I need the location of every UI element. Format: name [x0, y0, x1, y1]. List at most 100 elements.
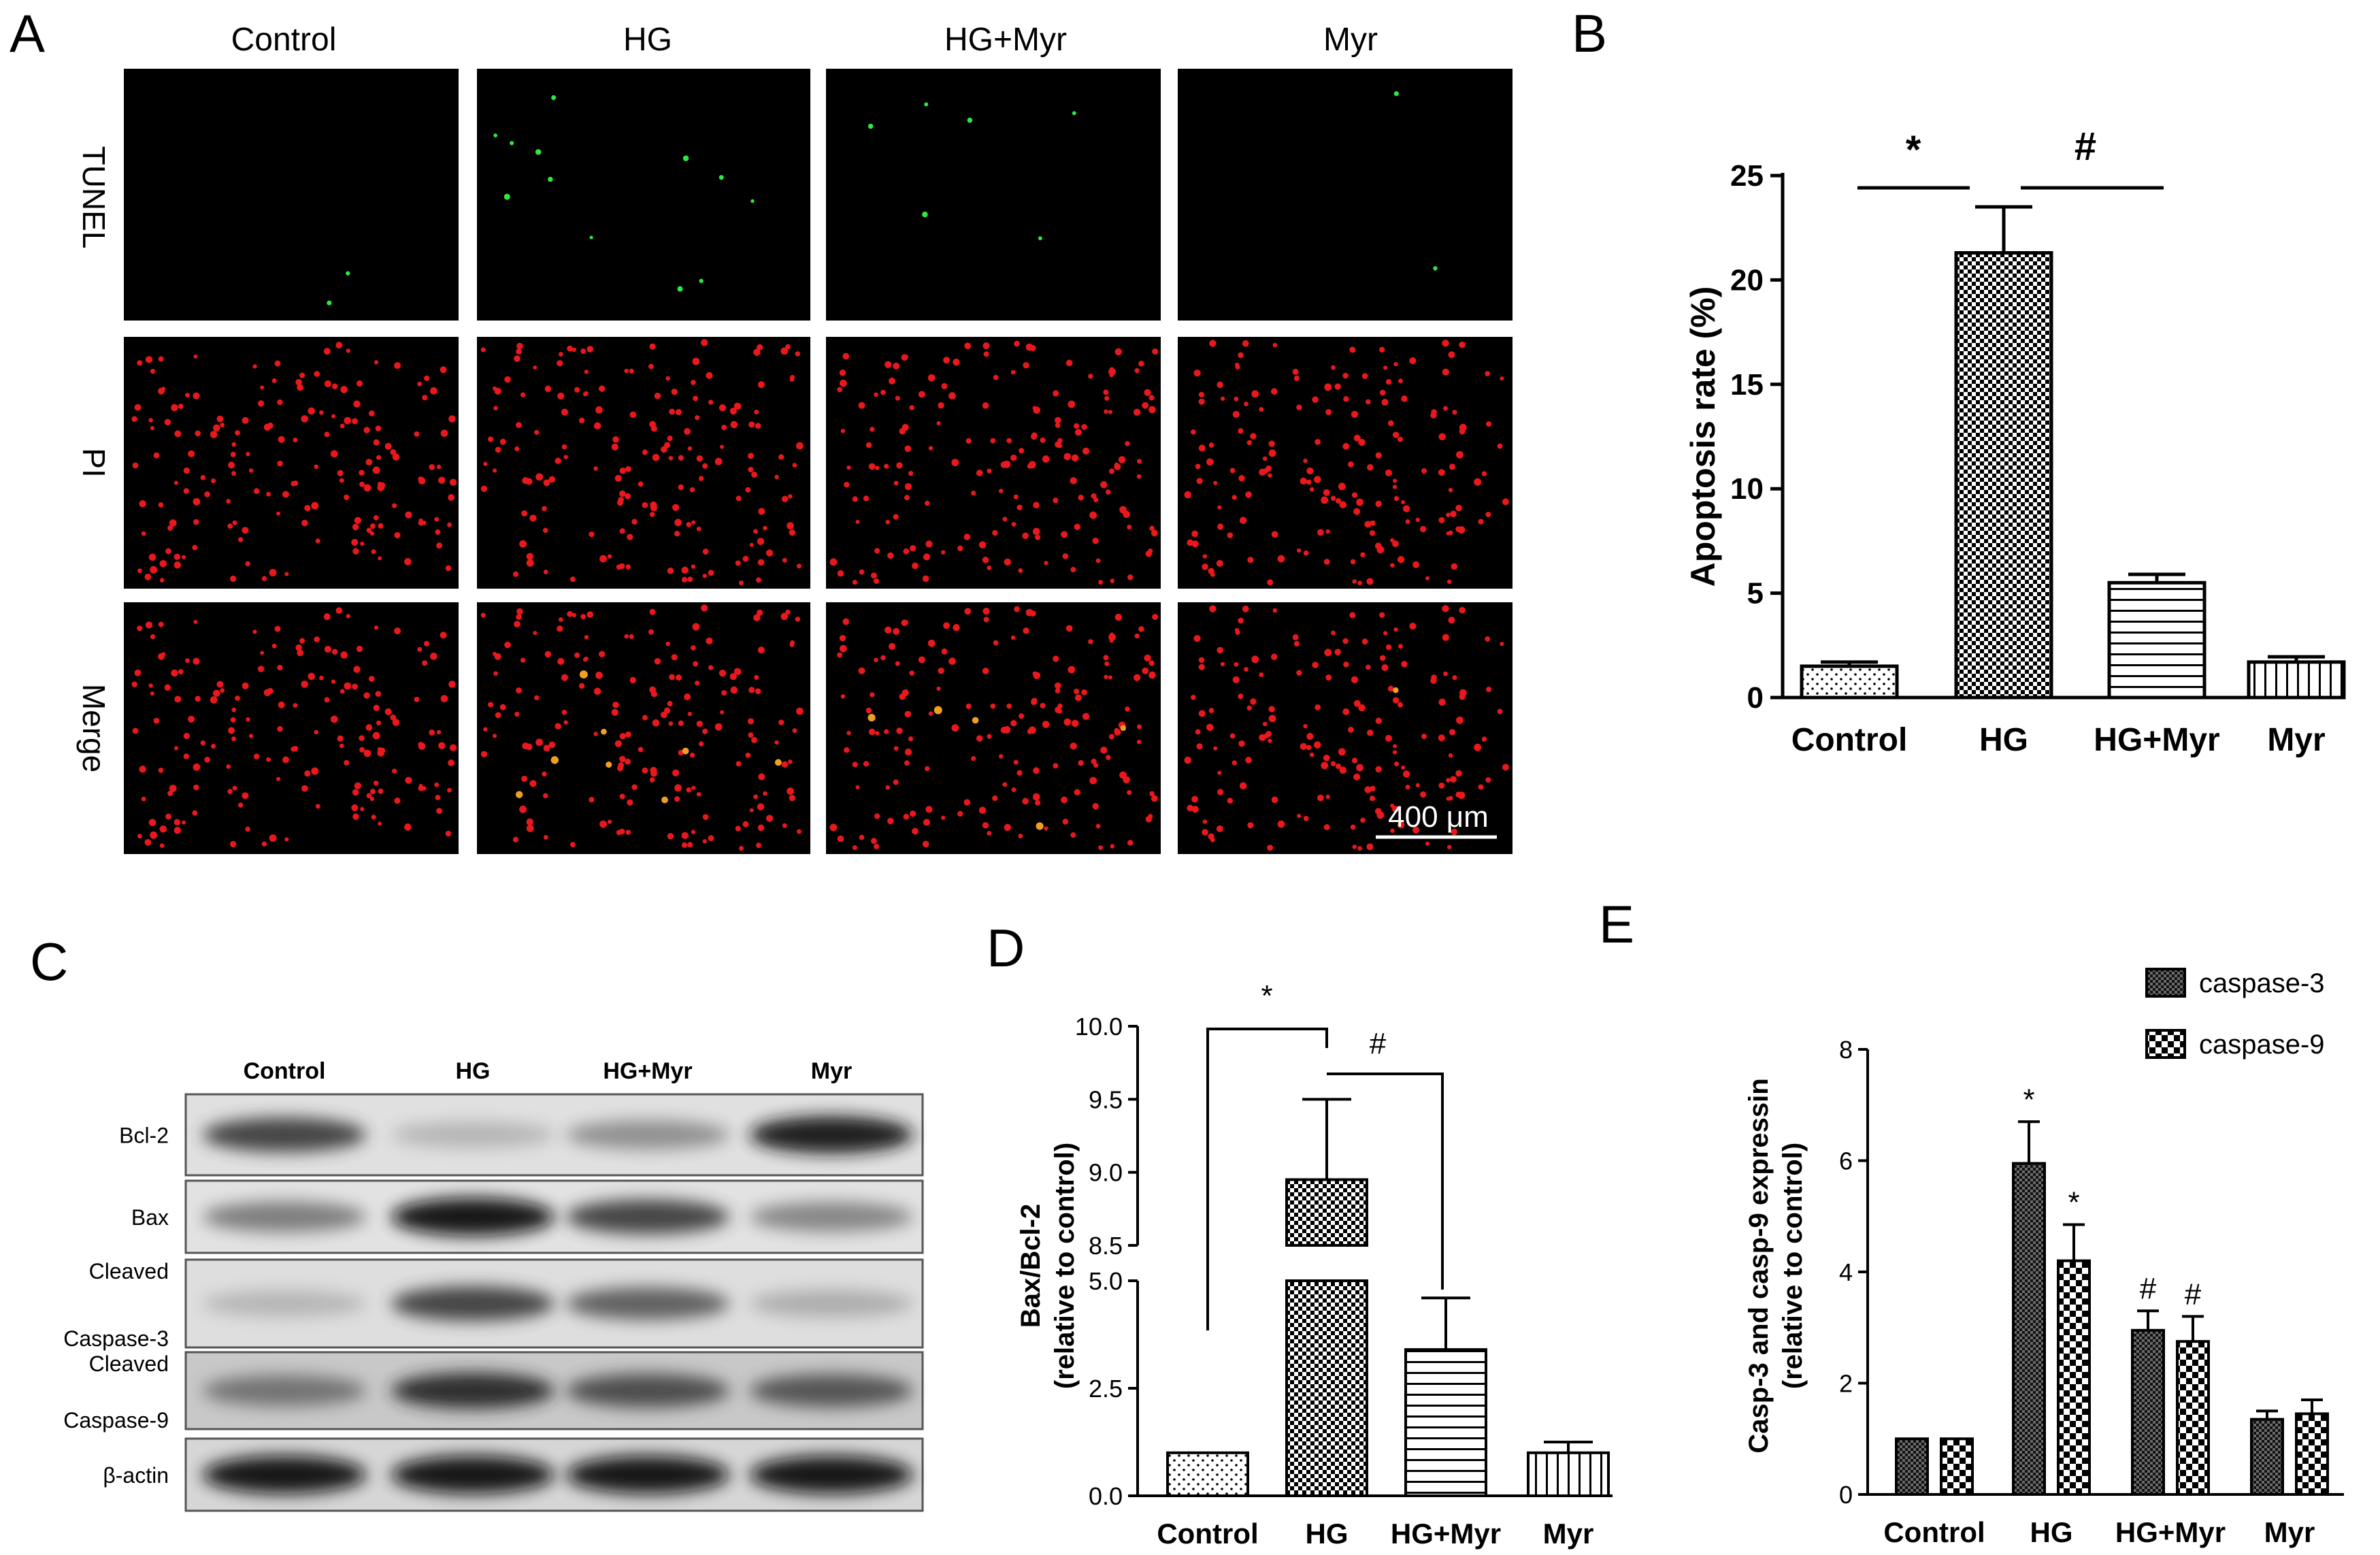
pi-dot	[669, 674, 675, 681]
pi-dot	[173, 553, 181, 560]
pi-dot	[765, 549, 774, 557]
pi-dot	[1272, 608, 1278, 613]
pi-dot	[1010, 720, 1017, 727]
pi-dot	[1375, 452, 1382, 459]
tunel-dot	[535, 149, 542, 155]
pi-dot	[181, 555, 186, 559]
pi-dot	[619, 490, 626, 497]
y-tick-label: 10	[1730, 472, 1764, 506]
pi-dot	[1073, 423, 1080, 429]
pi-dot	[430, 653, 437, 660]
pi-dot	[1457, 791, 1466, 800]
pi-dot	[963, 799, 971, 806]
pi-dot	[1006, 703, 1012, 709]
pi-dot	[840, 429, 846, 433]
pi-dot	[204, 491, 210, 497]
pi-dot	[693, 661, 699, 667]
pi-dot	[165, 813, 171, 820]
bar	[2295, 1412, 2329, 1496]
pi-dot	[837, 652, 843, 658]
pi-dot	[858, 402, 865, 409]
pi-dot	[695, 415, 700, 421]
pi-dot	[1125, 441, 1130, 446]
pi-dot	[1342, 372, 1349, 379]
pi-dot	[1481, 471, 1487, 476]
x-tick-label: Control	[1157, 1518, 1258, 1550]
pi-dot	[1033, 767, 1040, 774]
pi-dot	[1011, 787, 1017, 792]
pi-dot	[1065, 625, 1073, 632]
pi-dot	[1447, 845, 1452, 850]
pi-dot	[1238, 428, 1244, 434]
pi-dot	[1364, 786, 1372, 793]
pi-dot	[1317, 794, 1324, 802]
pi-dot	[1091, 493, 1097, 500]
blot-band	[203, 1375, 366, 1407]
pi-dot	[193, 763, 201, 771]
pi-dot	[941, 648, 948, 655]
pi-dot	[1383, 631, 1388, 636]
pi-dot	[1040, 437, 1046, 443]
pi-dot	[687, 576, 693, 583]
pi-dot	[751, 736, 758, 743]
panel-a-row-tunel: TUNEL	[76, 146, 112, 249]
pi-dot	[796, 829, 801, 834]
merge-dot	[1036, 822, 1044, 830]
pi-dot	[778, 454, 784, 460]
pi-dot	[277, 399, 283, 406]
pi-dot	[1251, 390, 1259, 398]
pi-dot	[226, 499, 231, 504]
pi-dot	[1136, 739, 1142, 744]
pi-dot	[638, 747, 644, 753]
pi-dot	[749, 542, 754, 547]
micrograph-bg	[124, 69, 459, 321]
pi-dot	[493, 406, 498, 411]
pi-dot	[1351, 676, 1359, 683]
pi-dot	[1070, 832, 1076, 838]
pi-dot	[1397, 821, 1405, 829]
pi-dot	[1006, 438, 1012, 444]
pi-dot	[1303, 723, 1308, 729]
pi-dot	[1393, 761, 1400, 767]
pi-dot	[529, 514, 537, 522]
pi-dot	[738, 845, 744, 851]
pi-dot	[1352, 845, 1357, 849]
legend-swatch	[2145, 1029, 2186, 1059]
pi-dot	[229, 575, 237, 583]
pi-dot	[1268, 440, 1275, 447]
pi-dot	[925, 766, 930, 772]
pi-dot	[226, 764, 231, 769]
pi-dot	[757, 538, 765, 545]
tunel-dot	[922, 211, 928, 218]
blot-label: Caspase-9	[63, 1408, 169, 1433]
pi-dot	[331, 414, 336, 419]
pi-dot	[1003, 460, 1011, 468]
pi-dot	[159, 843, 165, 848]
pi-dot	[260, 385, 265, 390]
merge-dot	[933, 706, 942, 715]
pi-dot	[521, 510, 528, 517]
pi-dot	[1104, 395, 1110, 401]
pi-dot	[543, 570, 548, 574]
pi-dot	[137, 360, 143, 366]
x-tick-label: Control	[1791, 722, 1908, 758]
pi-dot	[1042, 455, 1050, 463]
blot-band	[566, 1456, 729, 1494]
pi-dot	[758, 508, 765, 515]
tunel-dot	[750, 199, 755, 203]
pi-dot	[1114, 463, 1121, 470]
pi-dot	[918, 656, 925, 664]
pi-dot	[563, 720, 568, 725]
micrograph-bg	[1178, 337, 1513, 589]
pi-dot	[231, 442, 237, 447]
pi-dot	[839, 634, 846, 642]
pi-dot	[514, 446, 520, 452]
pi-dot	[1191, 806, 1199, 813]
pi-dot	[982, 668, 989, 674]
pi-dot	[1251, 655, 1259, 664]
pi-dot	[1456, 451, 1464, 459]
pi-dot	[558, 352, 563, 357]
pi-dot	[1379, 655, 1386, 661]
y-axis-label: (relative to control)	[1050, 1143, 1080, 1389]
pi-dot	[1195, 463, 1201, 470]
